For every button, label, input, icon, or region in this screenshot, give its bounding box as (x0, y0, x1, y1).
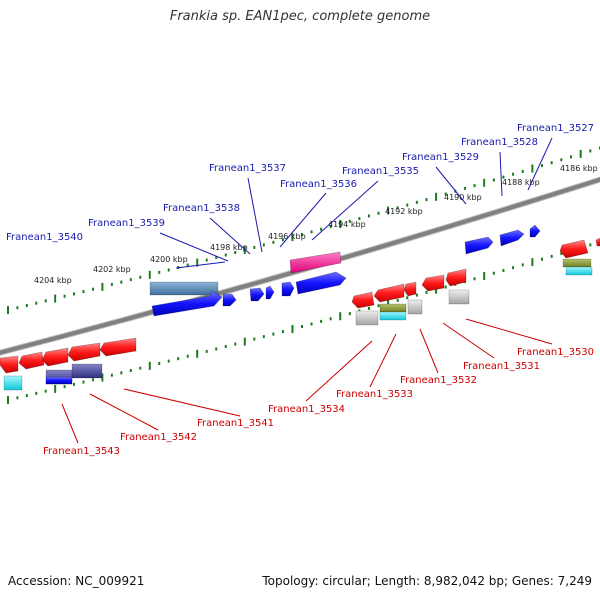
scale-label: 4202 kbp (93, 265, 131, 274)
reverse-leader-line (442, 322, 495, 359)
reverse-gene-label: Franean1_3542 (120, 432, 197, 443)
forward-leader-line (527, 137, 553, 191)
scale-label: 4186 kbp (560, 164, 598, 173)
scale-label: 4192 kbp (385, 207, 423, 216)
reverse-gene-3543b (41, 347, 69, 367)
reverse-leader-line (61, 403, 79, 444)
forward-gene-label: Franean1_3540 (6, 232, 83, 243)
reverse-gene-3541b (71, 363, 103, 379)
forward-gene-label: Franean1_3529 (402, 152, 479, 163)
gene-labels: Franean1_3540 Franean1_3539 Franean1_3538 F… (6, 123, 594, 457)
reverse-gene-label: Franean1_3541 (197, 418, 274, 429)
reverse-gene-3542a (67, 342, 101, 362)
scale-label: 4198 kbp (210, 243, 248, 252)
genome-title: Frankia sp. EAN1pec, complete genome (169, 9, 431, 24)
forward-gene-label: Franean1_3538 (163, 203, 240, 214)
reverse-gene-gray-2 (407, 299, 423, 315)
forward-leader-line (279, 192, 327, 248)
forward-gene-3527 (529, 224, 541, 238)
forward-leader-line (435, 166, 467, 205)
scale-label: 4196 kbp (268, 232, 306, 241)
forward-leader-line (209, 217, 251, 255)
gene-features (0, 224, 600, 391)
reverse-gene-label: Franean1_3534 (268, 404, 345, 415)
reverse-gene-3531 (445, 268, 467, 287)
forward-gene-3538 (222, 293, 237, 307)
forward-gene-3535-pink (289, 251, 342, 274)
reverse-gene-cyan-1 (379, 311, 407, 321)
forward-gene-3537a (249, 287, 265, 302)
forward-gene-label: Franean1_3537 (209, 163, 286, 174)
forward-gene-label: Franean1_3535 (342, 166, 419, 177)
reverse-gene-label: Franean1_3533 (336, 389, 413, 400)
reverse-gene-olive-1 (379, 303, 407, 313)
forward-gene-3535 (295, 271, 347, 295)
reverse-leader-line (89, 393, 159, 431)
scale-label: 4204 kbp (34, 276, 72, 285)
reverse-leader-line (465, 318, 553, 345)
reverse-leader-line (123, 388, 241, 417)
forward-leader-line (499, 151, 503, 197)
forward-leader-line (159, 232, 229, 262)
forward-gene-label: Franean1_3536 (280, 179, 357, 190)
forward-leader-line (247, 177, 263, 253)
scale-label: 4188 kbp (502, 178, 540, 187)
scale-labels: 4204 kbp 4202 kbp 4200 kbp 4198 kbp 4196 kbp… (34, 164, 598, 285)
reverse-gene-3530 (448, 289, 470, 305)
forward-leader-line (311, 180, 379, 241)
reverse-leader-line (419, 328, 439, 374)
forward-gene-3537b (265, 285, 275, 300)
reverse-gene-3533 (373, 283, 405, 303)
reverse-gene-label: Franean1_3532 (400, 375, 477, 386)
accession-text: Accession: NC_009921 (8, 574, 145, 588)
reverse-gene-left-edge (0, 355, 19, 374)
reverse-gene-cyan-left (3, 375, 23, 391)
reverse-gene-gray-1 (355, 310, 379, 326)
reverse-gene-3541-blue (45, 376, 73, 385)
forward-gene-3539 (151, 290, 223, 317)
reverse-gene-3532b (421, 274, 445, 292)
forward-gene-label: Franean1_3539 (88, 218, 165, 229)
forward-gene-3540 (149, 281, 219, 296)
reverse-gene-3534 (351, 291, 375, 309)
scale-label: 4200 kbp (150, 255, 188, 264)
reverse-gene-3543a (18, 351, 45, 370)
reverse-leader-line (305, 340, 373, 402)
reverse-leader-line (369, 333, 397, 388)
reverse-gene-3542b (99, 337, 137, 357)
forward-gene-label: Franean1_3527 (517, 123, 594, 134)
forward-gene-3529 (464, 236, 494, 255)
reverse-gene-label: Franean1_3543 (43, 446, 120, 457)
forward-gene-3536 (281, 281, 295, 297)
reverse-gene-right-1 (559, 239, 589, 259)
reverse-gene-olive-right (562, 258, 592, 268)
genome-summary-text: Topology: circular; Length: 8,982,042 bp… (262, 574, 592, 588)
forward-gene-label: Franean1_3528 (461, 137, 538, 148)
forward-gene-3528 (499, 229, 525, 247)
label-leaders (61, 137, 553, 444)
scale-label: 4194 kbp (328, 220, 366, 229)
reverse-gene-cyan-right (565, 266, 593, 276)
forward-leader-line (175, 261, 226, 269)
reverse-gene-label: Franean1_3531 (463, 361, 540, 372)
scale-label: 4190 kbp (444, 193, 482, 202)
reverse-gene-right-edge (595, 237, 600, 247)
reverse-gene-3532a (403, 281, 417, 297)
reverse-gene-label: Franean1_3530 (517, 347, 594, 358)
